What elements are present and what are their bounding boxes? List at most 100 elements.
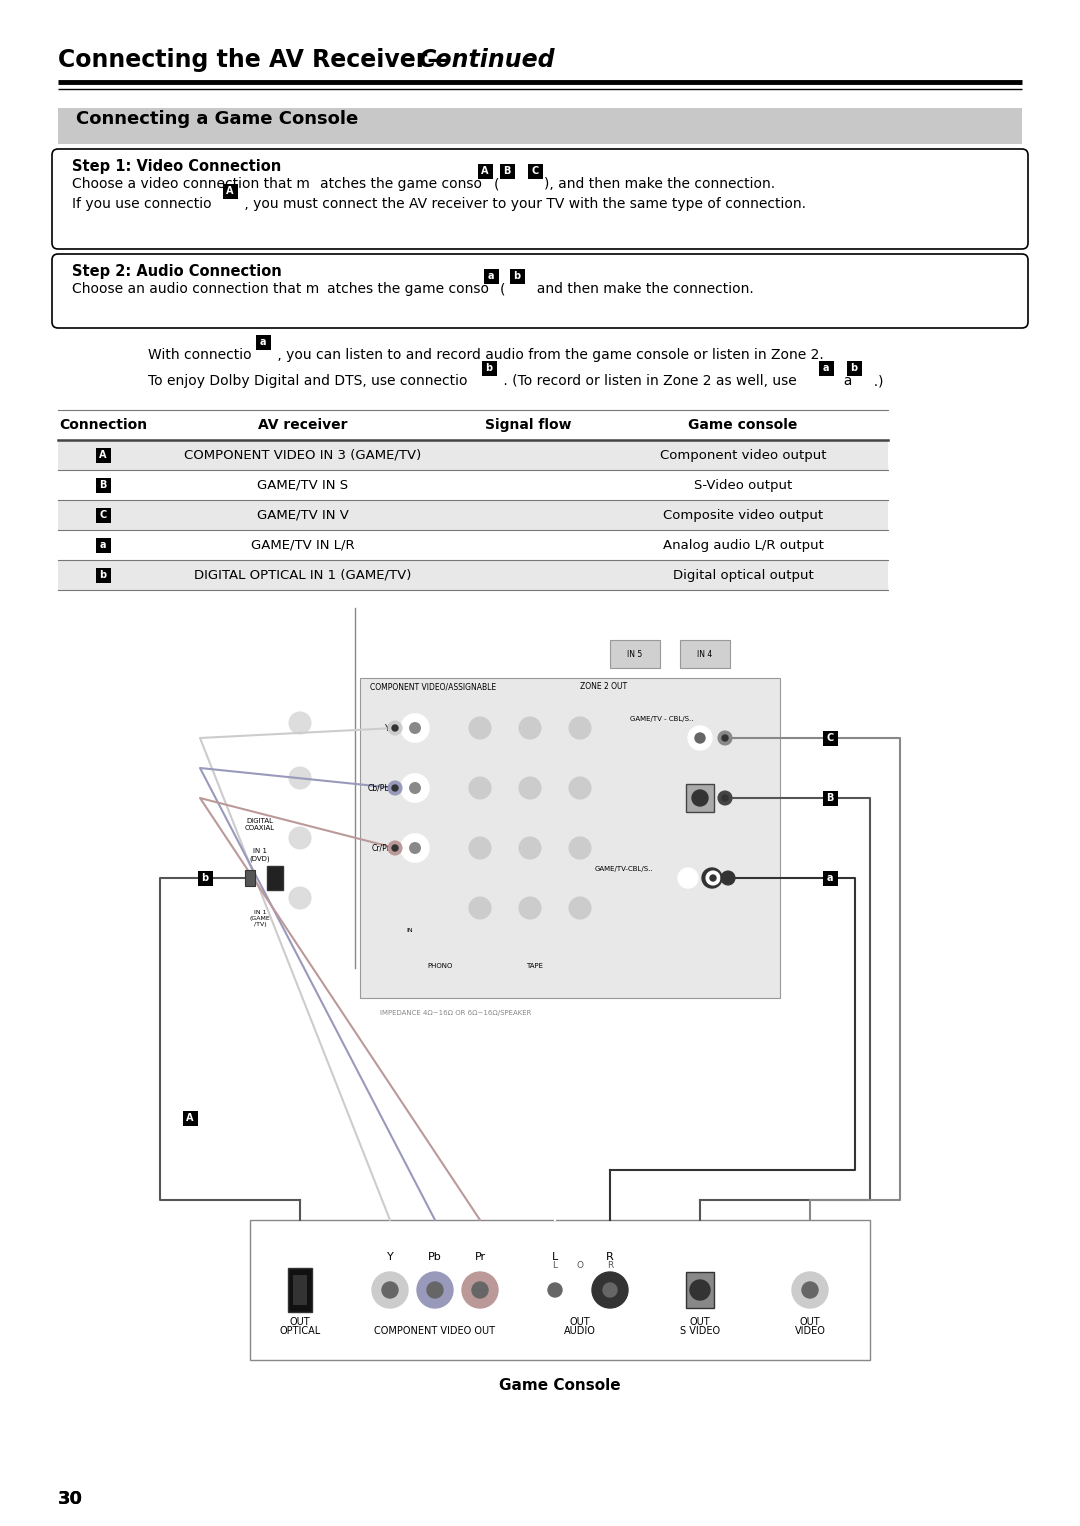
- Bar: [482, 360, 497, 375]
- Text: Y: Y: [386, 723, 390, 732]
- Circle shape: [696, 732, 705, 743]
- Text: GAME/TV IN V: GAME/TV IN V: [257, 508, 349, 522]
- Circle shape: [289, 713, 311, 734]
- Text: Digital optical output: Digital optical output: [673, 569, 813, 581]
- Text: Choose an audio connection that m: Choose an audio connection that m: [72, 282, 320, 296]
- Bar: [484, 269, 499, 284]
- Circle shape: [388, 781, 402, 795]
- Bar: [95, 537, 110, 552]
- Text: (: (: [500, 282, 510, 296]
- Bar: [510, 269, 525, 284]
- Circle shape: [401, 774, 429, 803]
- Circle shape: [417, 1273, 453, 1308]
- FancyBboxPatch shape: [52, 150, 1028, 249]
- Text: O: O: [577, 1260, 583, 1270]
- Bar: [95, 568, 110, 583]
- Text: S-Video output: S-Video output: [693, 479, 792, 491]
- Bar: [477, 163, 492, 179]
- Text: ZONE 2 OUT: ZONE 2 OUT: [580, 682, 627, 691]
- Text: Step 1: Video Connection: Step 1: Video Connection: [72, 159, 281, 174]
- Text: C: C: [99, 510, 107, 520]
- Text: B: B: [503, 166, 511, 175]
- Text: a: a: [827, 873, 834, 884]
- Text: Continued: Continued: [418, 47, 554, 72]
- Circle shape: [392, 725, 399, 731]
- Circle shape: [289, 887, 311, 909]
- Circle shape: [718, 731, 732, 745]
- Circle shape: [519, 777, 541, 800]
- Circle shape: [519, 836, 541, 859]
- Bar: [847, 360, 862, 375]
- Circle shape: [519, 717, 541, 739]
- Text: 30: 30: [58, 1489, 83, 1508]
- Text: Game Console: Game Console: [499, 1378, 621, 1393]
- Bar: [183, 1111, 198, 1126]
- Bar: [686, 784, 714, 812]
- Circle shape: [569, 836, 591, 859]
- Text: Connection: Connection: [59, 418, 147, 432]
- Bar: [58, 560, 888, 591]
- Text: AUDIO: AUDIO: [564, 1326, 596, 1335]
- Text: OUT: OUT: [289, 1317, 310, 1328]
- Bar: [256, 334, 270, 349]
- Text: S VIDEO: S VIDEO: [680, 1326, 720, 1335]
- Circle shape: [409, 722, 421, 734]
- Text: IN 1
(GAME
/TV): IN 1 (GAME /TV): [249, 909, 270, 926]
- Text: DIGITAL
COAXIAL: DIGITAL COAXIAL: [245, 818, 275, 832]
- Circle shape: [409, 781, 421, 794]
- Circle shape: [289, 827, 311, 848]
- Circle shape: [569, 777, 591, 800]
- Circle shape: [472, 1282, 488, 1299]
- Text: IMPEDANCE 4Ω~16Ω OR 6Ω~16Ω/SPEAKER: IMPEDANCE 4Ω~16Ω OR 6Ω~16Ω/SPEAKER: [380, 1010, 531, 1016]
- Circle shape: [723, 736, 728, 742]
- Text: PHONO: PHONO: [428, 963, 453, 969]
- Text: b: b: [485, 363, 492, 372]
- Circle shape: [592, 1273, 627, 1308]
- Text: COMPONENT VIDEO/ASSIGNABLE: COMPONENT VIDEO/ASSIGNABLE: [370, 682, 496, 691]
- Text: Y: Y: [387, 1251, 393, 1262]
- Text: GAME/TV-CBL/S..: GAME/TV-CBL/S..: [595, 865, 653, 871]
- Text: .): .): [865, 374, 883, 388]
- Text: atches the game conso: atches the game conso: [320, 177, 482, 191]
- Circle shape: [388, 841, 402, 855]
- Text: 30: 30: [58, 1489, 83, 1508]
- Text: . (To record or listen in Zone 2 as well, use: . (To record or listen in Zone 2 as well…: [499, 374, 797, 388]
- Text: Choose a video connection that m: Choose a video connection that m: [72, 177, 310, 191]
- Bar: [245, 870, 255, 887]
- Text: IN 4: IN 4: [698, 650, 713, 659]
- Bar: [680, 639, 730, 668]
- FancyBboxPatch shape: [52, 253, 1028, 328]
- Bar: [95, 508, 110, 522]
- Text: and then make the connection.: and then make the connection.: [528, 282, 754, 296]
- Bar: [58, 439, 888, 470]
- Text: Composite video output: Composite video output: [663, 508, 823, 522]
- Circle shape: [289, 768, 311, 789]
- Text: A: A: [99, 450, 107, 459]
- Text: DIGITAL OPTICAL IN 1 (GAME/TV): DIGITAL OPTICAL IN 1 (GAME/TV): [194, 569, 411, 581]
- Text: GAME/TV IN L/R: GAME/TV IN L/R: [252, 539, 355, 551]
- Circle shape: [690, 1280, 710, 1300]
- Bar: [819, 360, 834, 375]
- Text: A: A: [226, 186, 233, 195]
- Text: B: B: [826, 794, 834, 803]
- Text: , you must connect the AV receiver to your TV with the same type of connection.: , you must connect the AV receiver to yo…: [240, 197, 806, 211]
- Text: b: b: [99, 571, 107, 580]
- Circle shape: [469, 897, 491, 919]
- Text: Analog audio L/R output: Analog audio L/R output: [662, 539, 823, 551]
- Circle shape: [401, 835, 429, 862]
- Circle shape: [792, 1273, 828, 1308]
- Text: a: a: [835, 374, 852, 388]
- Text: VIDEO: VIDEO: [795, 1326, 825, 1335]
- Text: GAME/TV - CBL/S..: GAME/TV - CBL/S..: [630, 716, 693, 722]
- Circle shape: [603, 1283, 617, 1297]
- Circle shape: [721, 871, 735, 885]
- Text: COMPONENT VIDEO IN 3 (GAME/TV): COMPONENT VIDEO IN 3 (GAME/TV): [185, 449, 421, 461]
- Circle shape: [537, 1273, 573, 1308]
- Text: COMPONENT VIDEO OUT: COMPONENT VIDEO OUT: [375, 1326, 496, 1335]
- Bar: [527, 163, 542, 179]
- Circle shape: [802, 1282, 818, 1299]
- Text: b: b: [513, 272, 521, 281]
- Circle shape: [401, 714, 429, 742]
- Circle shape: [469, 777, 491, 800]
- Text: Pb: Pb: [428, 1251, 442, 1262]
